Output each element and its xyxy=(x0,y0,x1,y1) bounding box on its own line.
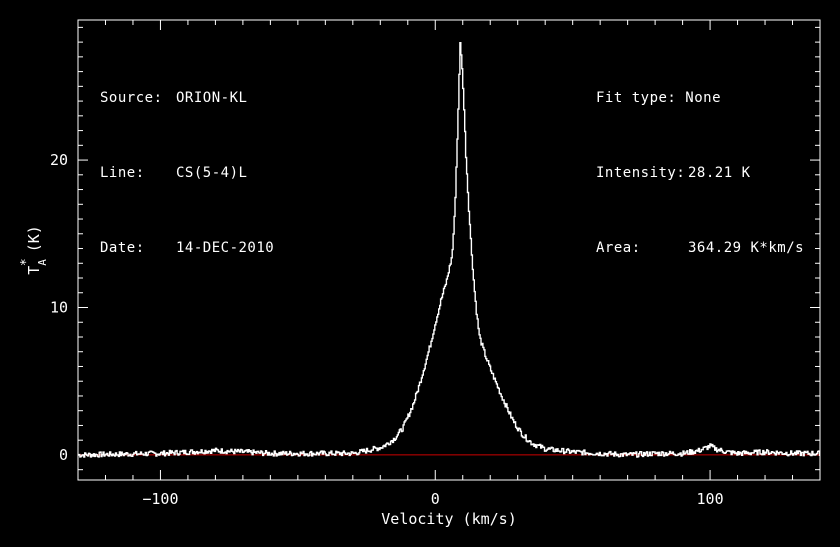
y-tick-label: 10 xyxy=(50,299,68,317)
source-label: Source: xyxy=(100,90,163,106)
y-axis-label-sub: A xyxy=(36,259,49,266)
y-tick-label: 0 xyxy=(59,446,68,464)
y-axis-label-sup: * xyxy=(19,258,34,266)
area-value: 364.29 K*km/s xyxy=(688,240,805,256)
date-value: 14-DEC-2010 xyxy=(176,240,275,256)
header-right: Fit type: None Intensity: 28.21 K Area: 36… xyxy=(596,36,804,286)
fit-value: None xyxy=(685,90,722,106)
y-axis-label-main: T xyxy=(25,266,43,275)
fit-label: Fit type: xyxy=(596,90,677,106)
y-axis-label: TA* (K) xyxy=(19,225,49,275)
x-tick-label: 0 xyxy=(431,490,440,508)
y-tick-label: 20 xyxy=(50,151,68,169)
area-label: Area: xyxy=(596,240,641,256)
x-axis-label: Velocity (km/s) xyxy=(381,510,516,528)
x-tick-label: 100 xyxy=(697,490,724,508)
header-left: Source: ORION-KL Line: CS(5-4)L Date: 14-DE… xyxy=(100,36,274,286)
line-value: CS(5-4)L xyxy=(176,165,248,181)
plot-frame xyxy=(77,19,821,481)
x-tick-label: −100 xyxy=(142,490,178,508)
source-value: ORION-KL xyxy=(176,90,248,106)
line-label: Line: xyxy=(100,165,145,181)
date-label: Date: xyxy=(100,240,145,256)
intensity-label: Intensity: xyxy=(596,165,686,181)
intensity-value: 28.21 K xyxy=(688,165,751,181)
spectrum-line xyxy=(78,42,821,458)
svg-text:TA*(K): TA* (K) xyxy=(19,225,49,275)
y-axis-label-unit: (K) xyxy=(25,225,43,252)
